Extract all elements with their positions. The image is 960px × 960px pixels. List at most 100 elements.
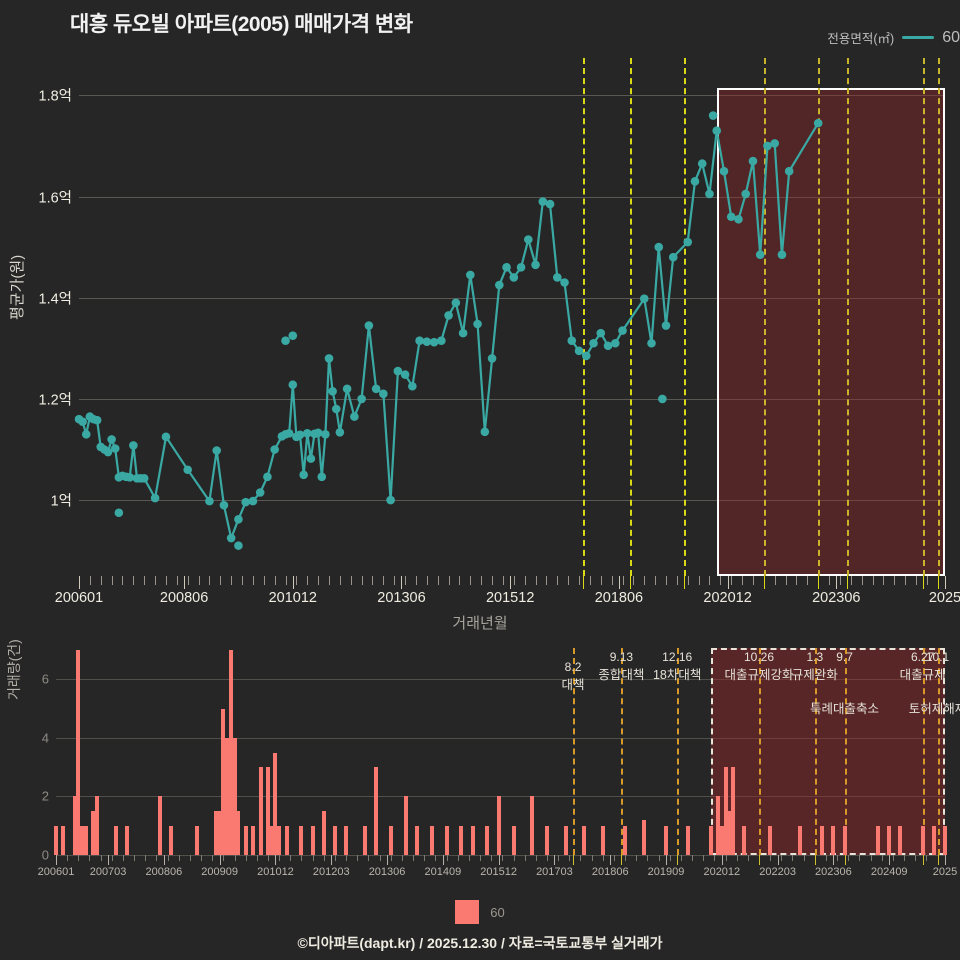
volume-chart-x-tick-label: 201806 (591, 866, 629, 878)
price-chart-x-tick (165, 576, 167, 585)
price-chart-data-point (321, 430, 330, 439)
price-chart-data-point (574, 346, 584, 356)
volume-chart-bar (716, 796, 721, 855)
volume-chart-x-tick-marker (759, 855, 761, 865)
policy-annotation-name: 규제완화 (791, 668, 838, 682)
volume-chart-y-tick-label: 0 (41, 847, 49, 863)
volume-chart-bar (485, 825, 490, 855)
price-chart-x-tick (263, 576, 265, 585)
price-chart-data-point (777, 250, 787, 259)
price-chart-y-tick-label: 1.2억 (38, 392, 73, 409)
price-chart-data-point (226, 533, 236, 543)
price-chart-x-tick (665, 576, 667, 585)
volume-chart-x-tick (904, 855, 906, 861)
price-chart-data-point (350, 412, 359, 421)
footer-credit: ©디아파트(dapt.kr) / 2025.12.30 / 자료=국토교통부 실… (297, 935, 663, 951)
policy-annotation-date: 6.27 (910, 650, 935, 664)
volume-chart-bar (544, 825, 549, 855)
volume-chart-bar (91, 811, 96, 855)
price-chart-data-point (708, 111, 718, 120)
price-chart-data-point (302, 429, 312, 438)
volume-chart-x-tick (546, 855, 548, 861)
price-chart-data-point (371, 384, 381, 394)
volume-chart-y-tick-label: 2 (41, 788, 49, 804)
price-chart-x-tick (655, 576, 657, 585)
price-chart-data-point (139, 474, 149, 483)
legend-bar-swatch (455, 900, 480, 924)
volume-chart-bar (113, 825, 118, 855)
volume-chart-x-tick (219, 855, 221, 865)
price-chart-data-point (212, 446, 221, 455)
volume-chart-x-tick (390, 855, 392, 861)
volume-chart-x-tick (108, 855, 110, 865)
volume-chart-x-tick (714, 855, 716, 861)
price-chart-x-tick (220, 576, 222, 585)
price-chart-x-tick (481, 576, 483, 585)
price-chart-x-tick (459, 576, 461, 585)
volume-chart-bar (768, 825, 773, 855)
price-chart-policy-marker-line (818, 58, 821, 576)
volume-chart-x-tick-label: 200909 (201, 866, 239, 878)
volume-chart-x-tick (323, 855, 325, 861)
volume-chart-x-tick-label: 201306 (368, 866, 406, 878)
price-chart-x-tick (339, 576, 341, 585)
price-chart-data-point (234, 515, 243, 524)
price-chart-x-tick (557, 576, 559, 585)
price-chart-data-point (110, 444, 120, 453)
price-chart-x-tick (372, 576, 374, 585)
volume-chart-bar (344, 825, 349, 855)
volume-chart-bar (321, 811, 326, 855)
volume-chart-bar (236, 811, 241, 855)
volume-chart-x-tick (721, 855, 723, 865)
price-chart-data-point (364, 321, 374, 330)
volume-chart-bar (158, 796, 163, 855)
volume-chart-bar (310, 825, 315, 855)
volume-chart-bar (664, 825, 669, 855)
volume-chart-x-tick-label: 200806 (145, 866, 183, 878)
volume-chart-bar (887, 825, 892, 855)
volume-chart-x-tick (535, 855, 537, 861)
price-chart-y-tick-label: 1.4억 (38, 291, 73, 308)
price-chart-x-tick (589, 576, 591, 585)
legend-area-label: 전용면적(㎡) (827, 32, 895, 46)
price-chart-x-tick (600, 576, 602, 585)
volume-chart-bar (723, 767, 728, 855)
volume-chart-policy-marker-line (844, 648, 847, 855)
price-chart-x-tick (872, 576, 874, 585)
price-chart-x-tick (470, 576, 472, 585)
price-chart-x-tick (274, 576, 276, 585)
policy-annotation-date: 9.7 (836, 650, 853, 664)
price-chart-y-axis-title: 평균가(원) (9, 254, 26, 320)
volume-chart-x-tick (100, 855, 102, 861)
price-chart-x-tick (861, 576, 863, 585)
volume-chart-x-tick (602, 855, 604, 861)
price-chart-data-point (712, 126, 722, 136)
volume-chart-bar (284, 825, 289, 855)
volume-chart-bar (742, 825, 747, 855)
volume-chart-bar (470, 825, 475, 855)
volume-chart-x-tick (513, 855, 515, 861)
policy-annotation-date-only: 9.7 (836, 650, 853, 664)
volume-chart-bar (124, 825, 129, 855)
price-chart-x-tick (252, 576, 254, 585)
volume-chart-x-tick (647, 855, 649, 861)
price-chart-x-tick-label: 201512 (485, 590, 535, 606)
price-chart-data-point (480, 427, 490, 437)
price-chart-plot-area: 1억 1.2억 1.4억 1.6억 1.8억 (39, 58, 945, 576)
volume-chart-bar (797, 825, 802, 855)
volume-chart-x-tick-label: 200703 (89, 866, 127, 878)
volume-chart-x-tick (554, 855, 556, 865)
volume-chart-bar (943, 825, 947, 855)
price-chart-gridline (79, 95, 945, 97)
price-chart-data-point (741, 189, 751, 199)
price-chart-x-tick (698, 576, 700, 585)
volume-chart-x-tick (401, 855, 403, 861)
price-chart-data-point (726, 212, 736, 222)
price-chart-data-point (581, 351, 591, 361)
volume-chart-x-tick (747, 855, 749, 861)
price-chart-data-point (784, 166, 794, 176)
price-chart-x-tick (394, 576, 396, 585)
volume-chart-policy-marker-line (677, 648, 680, 855)
volume-chart-x-tick (279, 855, 281, 861)
policy-annotation-date: 9.13 (609, 650, 634, 664)
